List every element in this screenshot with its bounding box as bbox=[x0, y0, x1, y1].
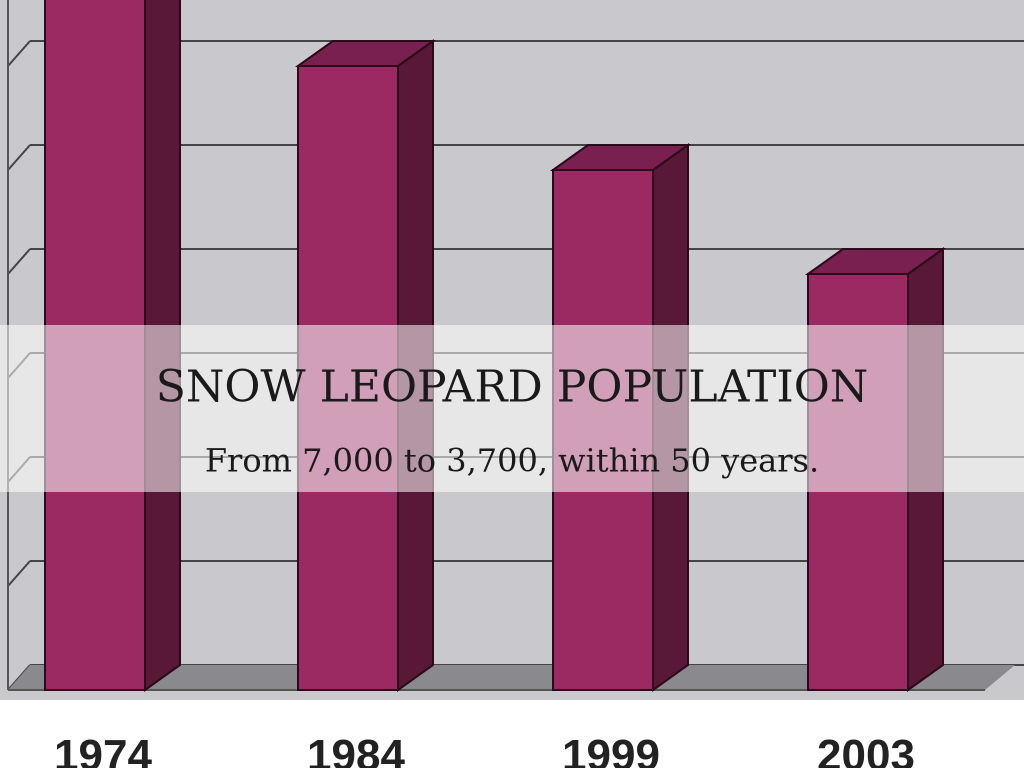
subtitle: From 7,000 to 3,700, within 50 years. bbox=[205, 442, 819, 480]
grid-line-side bbox=[7, 248, 31, 275]
grid-line-side bbox=[7, 40, 31, 67]
axis-area bbox=[0, 700, 1024, 768]
title: SNOW LEOPARD POPULATION bbox=[156, 362, 869, 413]
x-labels: 1974 1984 1999 2003 bbox=[54, 731, 915, 768]
grid-line-side bbox=[7, 560, 31, 587]
x-tick-label: 2003 bbox=[817, 731, 915, 768]
x-tick-label: 1974 bbox=[54, 731, 152, 768]
x-tick-label: 1999 bbox=[562, 731, 660, 768]
caption-band bbox=[0, 325, 1024, 492]
x-tick-label: 1984 bbox=[307, 731, 405, 768]
grid-line-side bbox=[7, 144, 31, 171]
floor bbox=[8, 665, 1015, 690]
